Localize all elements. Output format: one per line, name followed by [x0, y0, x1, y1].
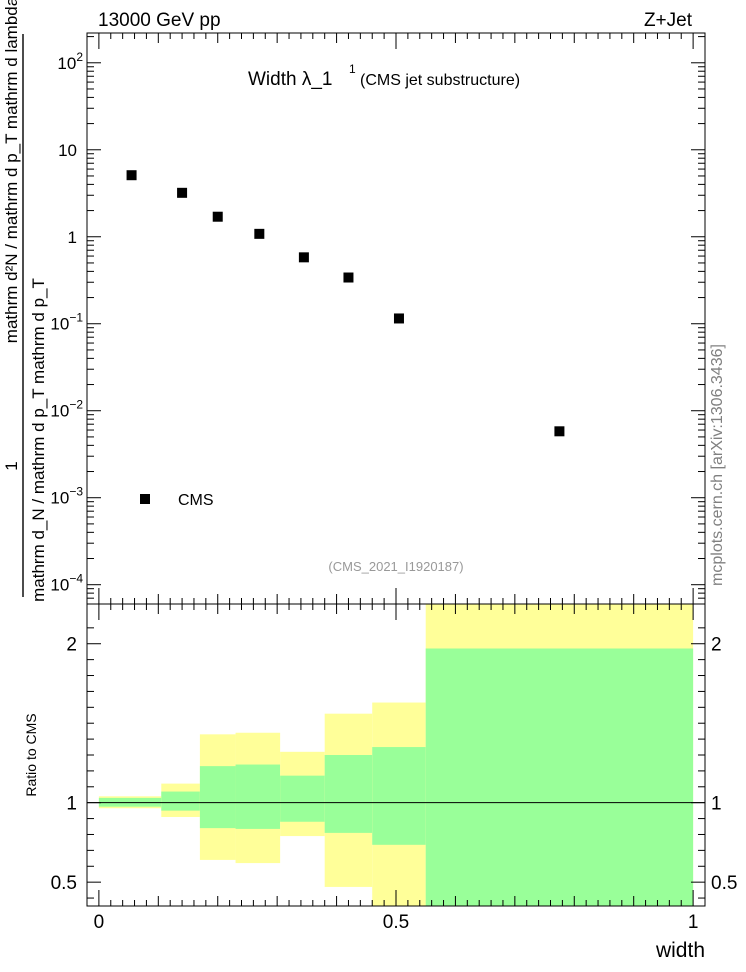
main-y-axis: 10−4 10−3 10−2 10−1 1 10 102: [50, 36, 705, 605]
x-axis-label: width: [655, 939, 705, 962]
y-tick-label: 10: [58, 141, 77, 160]
cms-data-point: [298, 252, 309, 263]
ratio-inner-band: [235, 764, 281, 829]
cms-data-point: [126, 170, 137, 181]
ratio-inner-band: [372, 747, 426, 845]
ratio-inner-band: [161, 791, 200, 811]
y-label-denominator: mathrm d_N / mathrm d p_T mathrm d p_T: [29, 278, 48, 602]
header-energy-label: 13000 GeV pp: [98, 10, 221, 31]
cms-data-point: [254, 228, 265, 239]
ratio-y-tick-label-right: 2: [711, 635, 722, 656]
y-tick-label: 102: [57, 50, 83, 73]
ratio-x-axis: 0 0.5 1: [94, 604, 699, 933]
y-label-inner: mathrm d²N / mathrm d p_T mathrm d lambd…: [2, 0, 21, 343]
main-x-axis: [98, 33, 694, 604]
ratio-inner-band: [425, 648, 694, 906]
cms-data-point: [393, 313, 404, 324]
y-tick-label: 1: [68, 228, 77, 247]
cms-data-point: [343, 272, 354, 283]
ratio-y-tick-label-right: 1: [711, 794, 722, 815]
ratio-inner-band: [280, 775, 325, 822]
plot-title-subtitle: (CMS jet substructure): [360, 72, 520, 89]
x-tick-label: 0.5: [383, 912, 409, 933]
plot-title-main: Width λ_1: [248, 69, 332, 90]
legend: CMS: [140, 492, 214, 509]
ratio-inner-band: [324, 755, 373, 833]
ratio-y-tick-label: 1: [66, 794, 77, 815]
ratio-y-tick-label: 2: [66, 635, 77, 656]
cms-series: [126, 170, 565, 437]
y-tick-label: 10−1: [50, 311, 83, 334]
cms-data-point: [554, 426, 565, 437]
y-label-numerator: 1: [2, 461, 21, 470]
ratio-y-axis-label: Ratio to CMS: [23, 713, 39, 796]
plot-title: Width λ_1 1 (CMS jet substructure): [248, 62, 520, 90]
main-y-axis-label: 1 mathrm d_N / mathrm d p_T mathrm d p_T…: [2, 0, 48, 602]
analysis-id: (CMS_2021_I1920187): [328, 559, 463, 574]
cms-data-point: [177, 187, 188, 198]
ratio-y-tick-label: 0.5: [51, 873, 77, 894]
y-tick-label: 10−4: [50, 572, 83, 595]
x-tick-label: 0: [94, 912, 105, 933]
plot-title-superscript: 1: [349, 62, 356, 76]
cms-data-point: [212, 211, 223, 222]
legend-marker: [140, 494, 150, 504]
header-process-label: Z+Jet: [644, 10, 693, 31]
ratio-inner-band: [199, 766, 236, 829]
ratio-uncertainty-bands: [98, 604, 694, 906]
legend-label: CMS: [178, 492, 214, 509]
ratio-y-axis: 0.5 0.5 1 1 2 2: [51, 627, 737, 899]
y-tick-label: 10−3: [50, 485, 83, 508]
ratio-y-tick-label-right: 0.5: [711, 873, 737, 894]
x-tick-label: 1: [688, 912, 699, 933]
y-tick-label: 10−2: [50, 398, 83, 421]
watermark: mcplots.cern.ch [arXiv:1306.3436]: [709, 344, 726, 586]
